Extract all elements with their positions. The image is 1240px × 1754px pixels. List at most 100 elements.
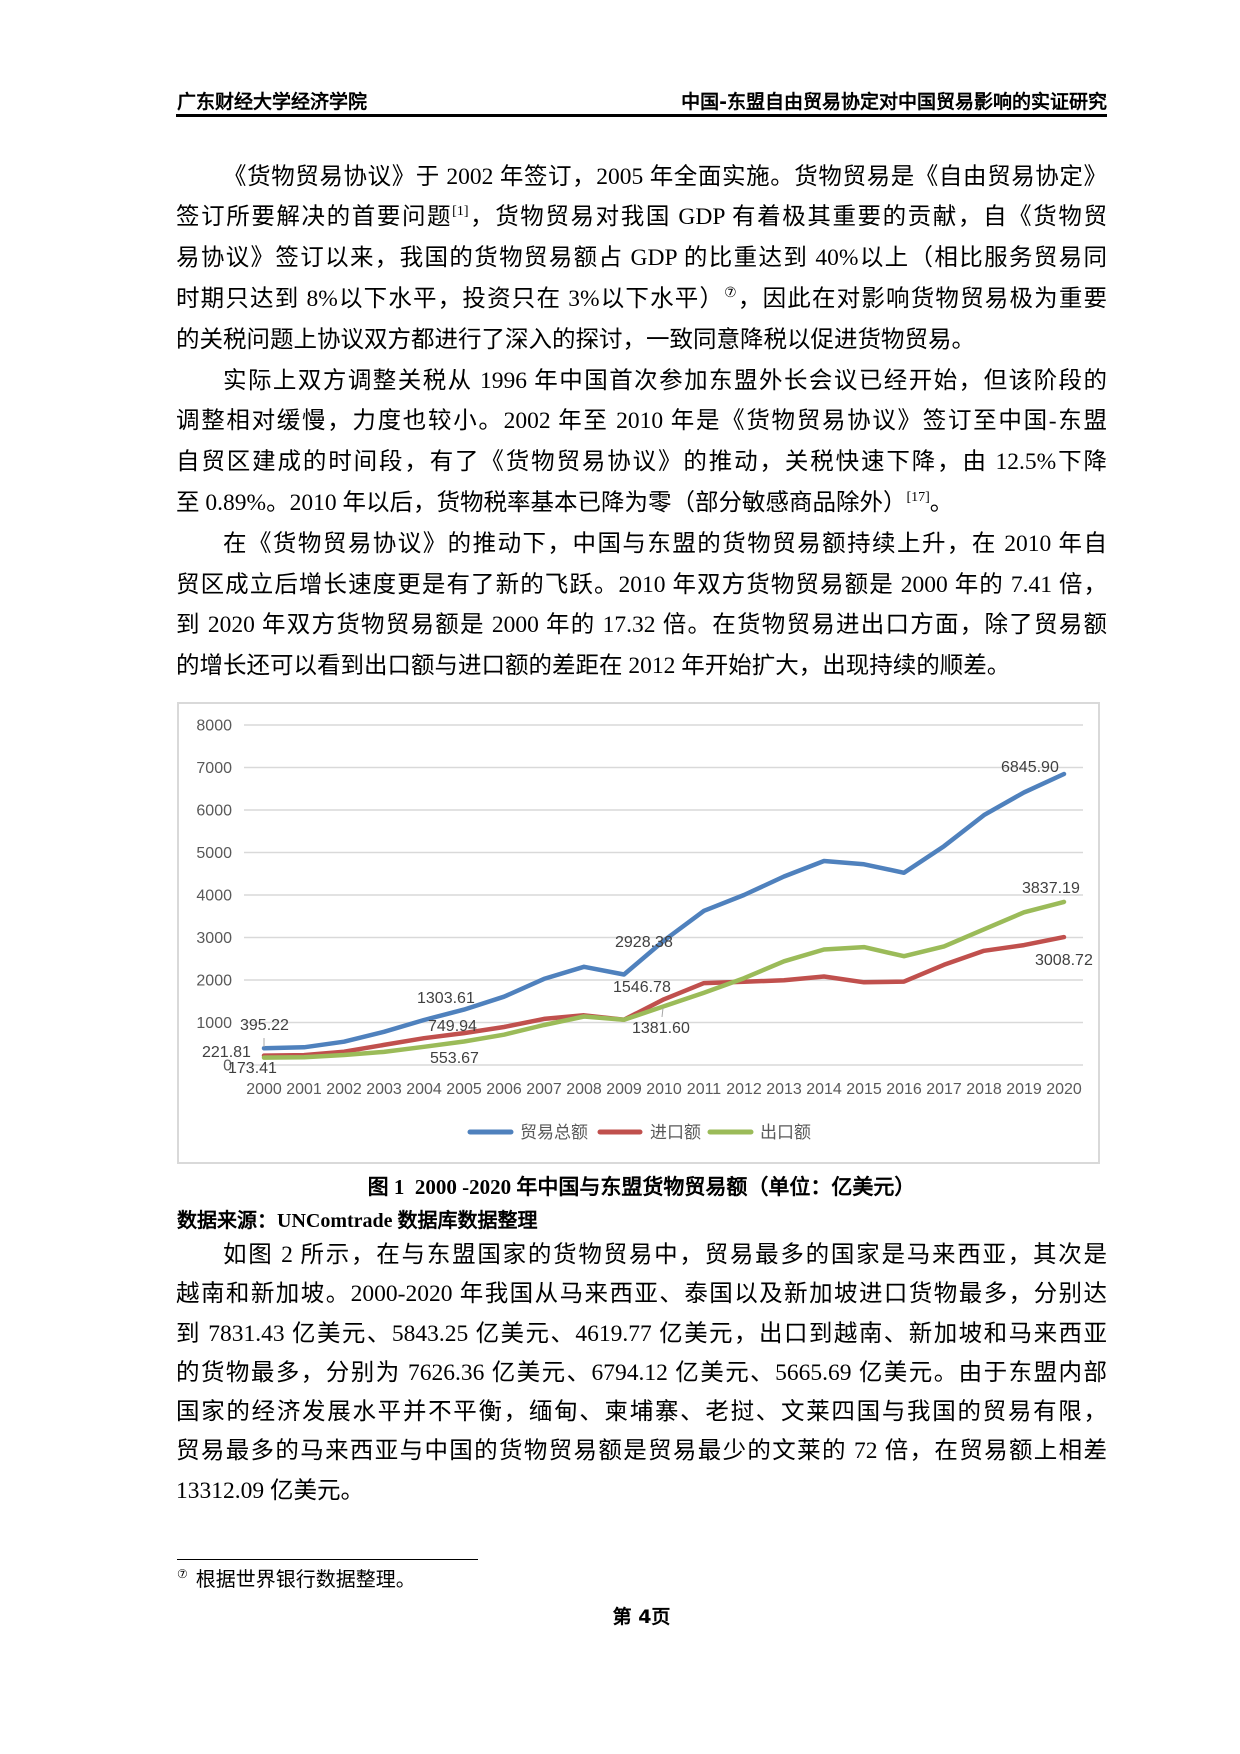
paragraph-line: 的关税问题上协议双方都进行了深入的探讨，一致同意降税以促进货物贸易。 [176,326,975,353]
series-line-total [261,771,1067,1051]
paragraph-4: 如图 2 所示，在与东盟国家的货物贸易中，贸易最多的国家是马来西亚，其次是 越南… [176,1236,1107,1511]
footnote-superscript[interactable]: ⑦ [724,286,738,302]
x-axis-tick-label: 2008 [566,1081,602,1098]
legend-label: 进口额 [650,1123,701,1143]
x-axis-tick-label: 2000 [246,1081,282,1098]
line-text: ，货物贸易对我国 GDP 有着极其重要的贡献，自《货物贸 [468,204,1107,231]
data-label: 395.22 [240,1017,289,1034]
header-rule [176,114,1107,117]
legend-item-import[interactable]: 进口额 [597,1123,701,1143]
paragraph-line: 13312.09 亿美元。 [176,1477,364,1504]
x-axis-tick-label: 2010 [646,1081,682,1098]
paragraph-line: 调整相对缓慢，力度也较小。2002 年至 2010 年是《货物贸易协议》签订至中… [176,408,1107,435]
x-axis-tick-label: 2001 [286,1081,322,1098]
paragraph-line: 到 2020 年双方货物贸易额是 2000 年的 17.32 倍。在货物贸易进出… [176,612,1107,639]
y-axis-tick-label: 5000 [196,845,232,862]
data-label: 553.67 [430,1050,479,1067]
figure-caption: 图 1 2000 -2020 年中国与东盟货物贸易额（单位：亿美元） [367,1175,916,1199]
x-axis-tick-label: 2018 [966,1081,1002,1098]
x-axis-tick-label: 2016 [886,1081,922,1098]
header-institution: 广东财经大学经济学院 [177,91,368,113]
x-axis-tick-label: 2006 [486,1081,522,1098]
data-source-note: 数据来源：UNComtrade 数据库数据整理 [177,1210,538,1232]
y-axis-tick-label: 0 [223,1058,232,1075]
x-axis-tick-label: 2014 [806,1081,842,1098]
y-axis-tick-label: 1000 [196,1015,232,1032]
page-number: 第 4页 [612,1606,671,1628]
paragraph-line: 自贸区建成的时间段，有了《货物贸易协议》的推动，关税快速下降，由 12.5%下降 [176,449,1107,476]
legend-label: 出口额 [760,1123,811,1143]
footnote-text: 根据世界银行数据整理。 [195,1569,416,1591]
footnote-marker: ⑦ [177,1567,188,1582]
line-text: ，因此在对影响货物贸易极为重要 [737,285,1107,312]
data-label: 1546.78 [613,979,671,996]
line-text: 时期只达到 8%以下水平，投资只在 3%以下水平） [176,285,725,312]
y-axis-tick-label: 2000 [196,973,232,990]
paragraph-line: 到 7831.43 亿美元、5843.25 亿美元、4619.77 亿美元，出口… [176,1320,1107,1347]
chart-series [261,771,1067,1060]
data-label: 6845.90 [1001,759,1059,776]
header-paper-title: 中国-东盟自由贸易协定对中国贸易影响的实证研究 [681,91,1107,113]
paragraph-line: 的增长还可以看到出口额与进口额的差距在 2012 年开始扩大，出现持续的顺差。 [176,653,1011,680]
paragraph-line: 《货物贸易协议》于 2002 年签订，2005 年全面实施。货物贸易是《自由贸易… [223,163,1107,190]
data-label: 3837.19 [1022,880,1080,897]
y-axis-tick-label: 6000 [196,803,232,820]
paragraph-line: 越南和新加坡。2000-2020 年我国从马来西亚、泰国以及新加坡进口货物最多，… [176,1281,1107,1308]
x-axis-tick-label: 2020 [1046,1081,1082,1098]
footnote-separator [177,1559,478,1560]
paragraph-line: 至 0.89%。2010 年以后，货物税率基本已降为零（部分敏感商品除外）[17… [176,483,1107,524]
x-axis-tick-label: 2019 [1006,1081,1042,1098]
legend-item-export[interactable]: 出口额 [707,1123,811,1143]
data-label: 221.81 [202,1044,251,1061]
x-axis-tick-label: 2012 [726,1081,762,1098]
footnote: ⑦ 根据世界银行数据整理。 [177,1567,416,1593]
x-axis-tick-label: 2003 [366,1081,402,1098]
y-axis-tick-label: 3000 [196,930,232,947]
x-axis-tick-label: 2011 [687,1081,722,1098]
paragraph-line: 实际上双方调整关税从 1996 年中国首次参加东盟外长会议已经开始，但该阶段的 [223,367,1107,394]
data-label: 1303.61 [417,990,475,1007]
paragraph-line: 在《货物贸易协议》的推动下，中国与东盟的货物贸易额持续上升，在 2010 年自 [223,530,1107,557]
chart-legend: 贸易总额 进口额 出口额 [467,1123,811,1143]
paragraph-line: 国家的经济发展水平并不平衡，缅甸、柬埔寨、老挝、文莱四国与我国的贸易有限， [176,1399,1107,1426]
x-axis-tick-label: 2007 [526,1081,562,1098]
line-text: 签订所要解决的首要问题 [176,204,453,231]
y-axis-tick-label: 4000 [196,888,232,905]
x-axis-tick-label: 2004 [406,1081,442,1098]
legend-item-total[interactable]: 贸易总额 [467,1123,588,1143]
citation-superscript[interactable]: [17] [906,490,930,506]
line-text: 至 0.89%。2010 年以后，货物税率基本已降为零（部分敏感商品除外） [176,489,907,516]
data-label: 1381.60 [632,1020,690,1037]
label-leader-line [661,1007,664,1018]
data-labels: 395.22 221.81 173.41 1303.61 749.94 553.… [202,759,1093,1077]
data-label: 2928.38 [615,934,673,951]
body-text-top: 《货物贸易协议》于 2002 年签订，2005 年全面实施。货物贸易是《自由贸易… [176,157,1107,687]
paragraph-line: 贸易最多的马来西亚与中国的货物贸易额是贸易最少的文莱的 72 倍，在贸易额上相差 [176,1438,1107,1465]
data-label: 3008.72 [1035,952,1093,969]
paragraph-3: 在《货物贸易协议》的推动下，中国与东盟的货物贸易额持续上升，在 2010 年自 … [176,524,1107,687]
paragraph-line: 如图 2 所示，在与东盟国家的货物贸易中，贸易最多的国家是马来西亚，其次是 [223,1242,1107,1268]
paragraph-line: 签订所要解决的首要问题[1]，货物贸易对我国 GDP 有着极其重要的贡献，自《货… [176,197,1107,238]
legend-label: 贸易总额 [520,1123,588,1143]
x-axis-tick-label: 2013 [766,1081,802,1098]
x-axis-tick-label: 2002 [326,1081,362,1098]
paragraph-line: 易协议》签订以来，我国的货物贸易额占 GDP 的比重达到 40%以上（相比服务贸… [176,245,1107,272]
x-axis-tick-label: 2009 [606,1081,642,1098]
series-line-export [261,899,1067,1060]
y-axis-tick-label: 7000 [196,760,232,777]
paragraph-line: 贸区成立后增长速度更是有了新的飞跃。2010 年双方货物贸易额是 2000 年的… [176,571,1107,598]
x-axis-tick-label: 2005 [446,1081,482,1098]
citation-superscript[interactable]: [1] [452,204,469,220]
series-line-import [261,934,1067,1058]
data-label: 173.41 [228,1060,277,1077]
x-axis-tick-label: 2017 [926,1081,962,1098]
data-label: 749.94 [428,1018,477,1035]
line-text: 。 [929,489,954,516]
trade-line-chart: 0 1000 2000 3000 4000 5000 6000 7000 8000 2000 200… [177,702,1100,1164]
paragraph-line: 的货物最多，分别为 7626.36 亿美元、6794.12 亿美元、5665.6… [176,1359,1107,1386]
x-axis-tick-label: 2015 [846,1081,882,1098]
paragraph-1: 《货物贸易协议》于 2002 年签订，2005 年全面实施。货物贸易是《自由贸易… [176,157,1107,361]
paragraph-2: 实际上双方调整关税从 1996 年中国首次参加东盟外长会议已经开始，但该阶段的 … [176,361,1107,524]
